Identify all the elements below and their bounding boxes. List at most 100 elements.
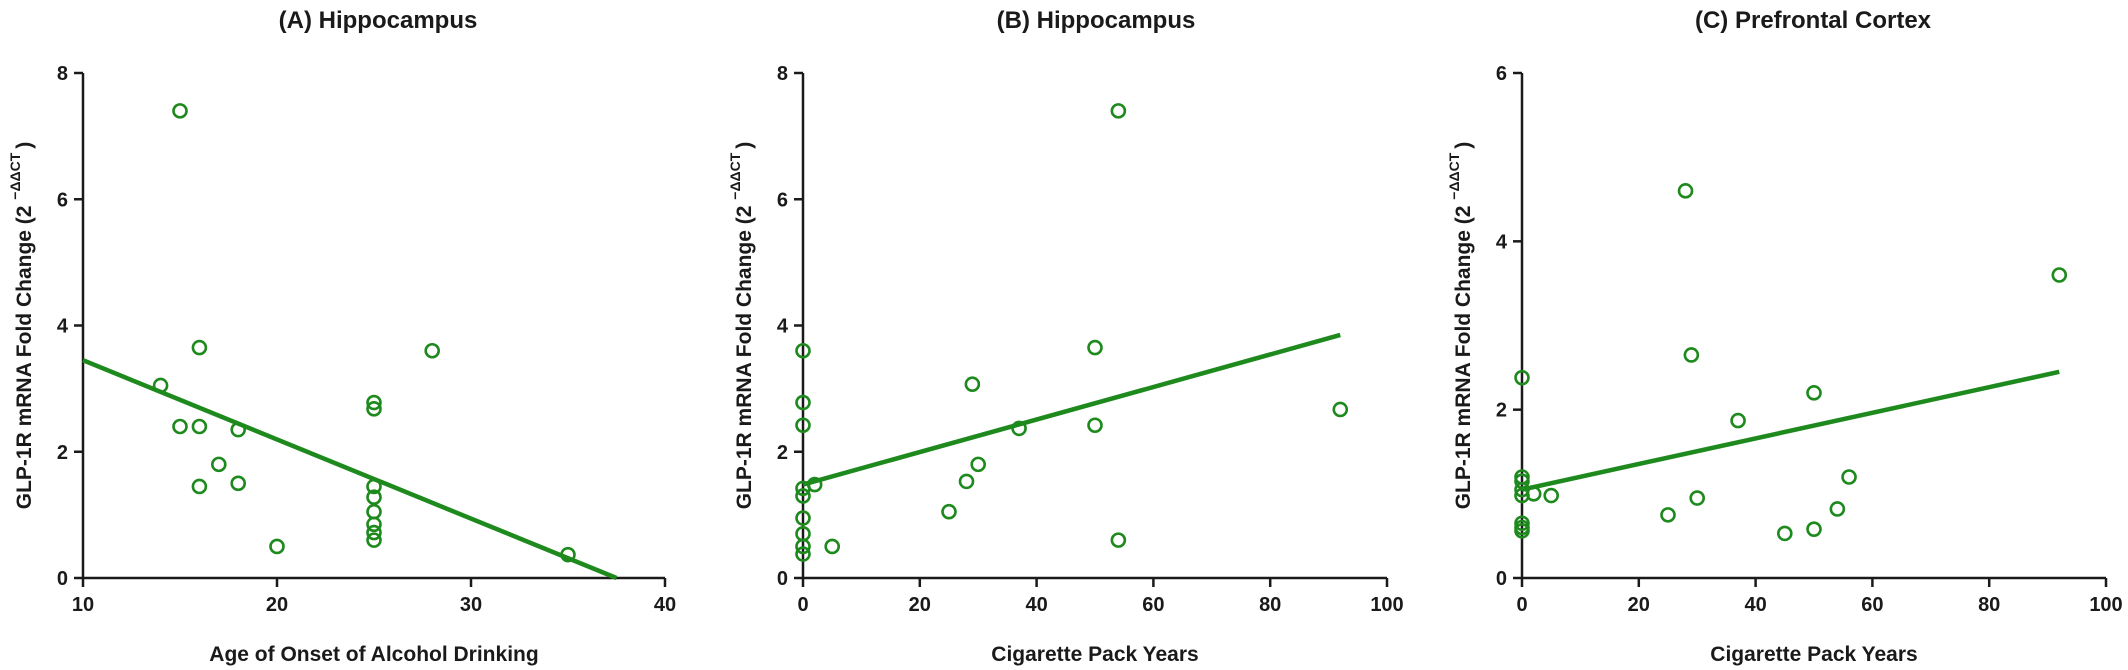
y-axis-label: GLP-1R mRNA Fold Change (2 −ΔΔCT) — [1446, 142, 1475, 510]
data-point — [795, 538, 811, 555]
chart-title: (B) Hippocampus — [997, 7, 1196, 34]
data-point — [795, 394, 811, 411]
data-point — [1829, 501, 1846, 517]
data-point — [1777, 525, 1793, 542]
data-point — [964, 376, 981, 393]
y-axis-label: GLP-1R mRNA Fold Change (2 −ΔΔCT) — [727, 142, 756, 510]
y-tick-label: 4 — [777, 316, 789, 338]
data-point — [1525, 486, 1542, 502]
y-tick-label: 6 — [57, 189, 68, 211]
data-point — [269, 538, 285, 555]
data-point — [795, 546, 811, 562]
data-point — [191, 478, 208, 495]
data-point — [824, 538, 841, 555]
y-tick-label: 2 — [57, 442, 68, 464]
y-tick-label: 2 — [777, 442, 788, 464]
x-tick-label: 0 — [797, 594, 808, 616]
x-tick-label: 60 — [1142, 594, 1164, 616]
data-point — [1806, 521, 1822, 537]
data-point — [1332, 401, 1349, 418]
x-tick-label: 60 — [1861, 594, 1883, 616]
x-tick-label: 40 — [1025, 594, 1047, 616]
trend-line — [82, 358, 618, 581]
y-tick-label: 4 — [57, 316, 69, 338]
data-point — [560, 546, 576, 563]
y-tick-label: 8 — [777, 63, 788, 85]
data-point — [1660, 507, 1676, 523]
data-point — [1677, 183, 1694, 199]
x-axis-label: Age of Onset of Alcohol Drinking — [209, 643, 538, 666]
data-point — [366, 532, 382, 548]
data-point — [366, 524, 382, 541]
data-point — [172, 418, 188, 435]
data-point — [1514, 473, 1530, 490]
y-tick-label: 2 — [1496, 400, 1507, 422]
y-axis-label-superscript: −ΔΔCT — [727, 152, 743, 199]
data-point — [795, 488, 811, 504]
data-point — [366, 401, 382, 417]
data-point — [970, 456, 987, 473]
chart-title: (C) Prefrontal Cortex — [1695, 7, 1932, 34]
data-point — [1689, 490, 1705, 506]
data-point — [2051, 267, 2068, 283]
data-point — [366, 489, 382, 506]
data-point — [366, 478, 382, 495]
x-tick-label: 80 — [1259, 594, 1281, 616]
data-point — [152, 377, 169, 394]
data-point — [1110, 532, 1127, 548]
y-axis-label-text: GLP-1R mRNA Fold Change (2 — [1452, 200, 1475, 510]
data-point — [172, 103, 188, 119]
data-point — [1110, 103, 1127, 119]
data-point — [795, 342, 811, 359]
data-point — [191, 339, 208, 356]
data-point — [366, 394, 382, 411]
data-point — [958, 473, 975, 490]
y-axis-label-superscript: −ΔΔCT — [1446, 152, 1462, 199]
y-axis-label-text: GLP-1R mRNA Fold Change (2 — [13, 200, 36, 510]
data-point — [1011, 420, 1027, 437]
y-tick-label: 4 — [1496, 231, 1508, 253]
x-tick-label: 20 — [1628, 594, 1650, 616]
data-point — [795, 417, 811, 434]
panel-a: (A) Hippocampus 0 2 4 6 8 10 20 30 40 Age of Onset… — [7, 7, 676, 666]
data-point — [211, 456, 227, 473]
x-tick-label: 40 — [654, 594, 676, 616]
y-tick-label: 0 — [57, 568, 68, 590]
x-tick-label: 30 — [460, 594, 482, 616]
x-tick-label: 100 — [1370, 594, 1403, 616]
data-point — [1841, 469, 1857, 485]
x-tick-label: 10 — [72, 594, 94, 616]
data-point — [230, 421, 246, 438]
data-point — [806, 476, 823, 493]
data-point — [1514, 369, 1530, 386]
trend-line — [1521, 369, 2060, 492]
data-point — [941, 503, 957, 520]
y-axis-label: GLP-1R mRNA Fold Change (2 −ΔΔCT) — [7, 142, 36, 510]
data-point — [424, 342, 441, 359]
data-point — [1543, 487, 1559, 504]
data-point — [1806, 385, 1822, 401]
x-tick-label: 40 — [1744, 594, 1766, 616]
x-tick-label: 20 — [266, 594, 288, 616]
y-axis-label-close: ) — [13, 142, 36, 149]
chart-title: (A) Hippocampus — [279, 7, 478, 34]
y-tick-label: 0 — [777, 568, 788, 590]
x-tick-label: 20 — [909, 594, 931, 616]
data-point — [366, 516, 382, 533]
data-point — [795, 510, 811, 526]
trend-line — [802, 332, 1341, 487]
y-tick-label: 6 — [777, 189, 788, 211]
y-axis-label-text: GLP-1R mRNA Fold Change (2 — [733, 200, 756, 510]
data-point — [1730, 412, 1746, 429]
data-point — [366, 503, 382, 520]
data-point — [1683, 347, 1700, 363]
data-point — [1087, 417, 1103, 434]
y-axis-label-close: ) — [1452, 142, 1475, 149]
y-tick-label: 0 — [1496, 568, 1507, 590]
data-point — [1087, 339, 1103, 356]
x-tick-label: 0 — [1516, 594, 1527, 616]
y-tick-label: 8 — [57, 63, 68, 85]
x-tick-label: 80 — [1978, 594, 2000, 616]
y-axis-label-superscript: −ΔΔCT — [7, 152, 23, 199]
